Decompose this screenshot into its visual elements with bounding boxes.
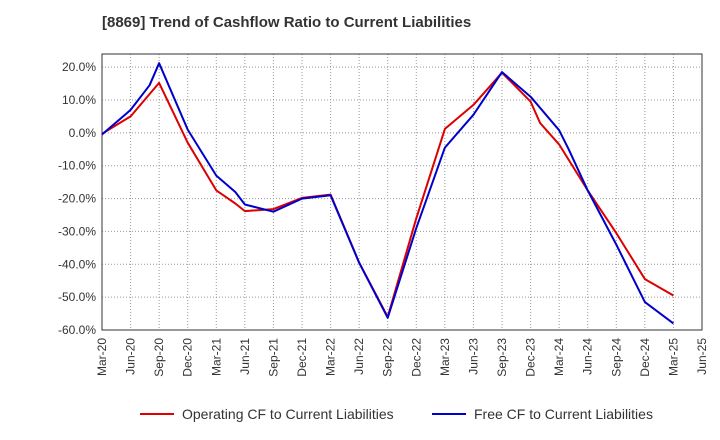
x-tick-label: Dec-24: [638, 338, 652, 377]
x-tick-label: Jun-23: [466, 338, 480, 375]
x-axis-ticks: Mar-20 Jun-20 Sep-20 Dec-20 Mar-21 Jun-21 Sep-…: [95, 338, 709, 377]
x-tick-label: Sep-21: [266, 338, 280, 377]
series-layer: [101, 62, 674, 325]
x-tick-label: Dec-20: [181, 338, 195, 377]
y-tick-label: 20.0%: [62, 60, 96, 74]
x-tick-label: Mar-21: [209, 338, 223, 376]
grid-layer: [101, 54, 703, 331]
x-tick-label: Mar-20: [95, 338, 109, 376]
y-tick-label: 10.0%: [62, 93, 96, 107]
y-axis-ticks: 20.0% 10.0% 0.0% -10.0% -20.0% -30.0% -40.0% -5…: [58, 60, 96, 337]
x-tick-label: Jun-25: [695, 338, 709, 375]
x-tick-label: Jun-20: [124, 338, 138, 375]
plot-area-border: [101, 53, 703, 331]
legend: Operating CF to Current Liabilities Free …: [140, 406, 653, 422]
series-line-free-cf: [101, 62, 674, 325]
x-tick-label: Sep-22: [381, 338, 395, 377]
x-tick-label: Dec-23: [524, 338, 538, 377]
x-tick-label: Sep-23: [495, 338, 509, 377]
y-tick-label: -20.0%: [58, 192, 96, 206]
y-tick-label: -60.0%: [58, 323, 96, 337]
x-tick-label: Dec-21: [295, 338, 309, 377]
y-tick-label: -50.0%: [58, 290, 96, 304]
x-tick-label: Sep-20: [152, 338, 166, 377]
y-tick-label: 0.0%: [69, 126, 97, 140]
x-tick-label: Mar-23: [438, 338, 452, 376]
x-tick-label: Dec-22: [409, 338, 423, 377]
x-tick-label: Jun-21: [238, 338, 252, 375]
x-tick-label: Mar-25: [666, 338, 680, 376]
y-tick-label: -40.0%: [58, 257, 96, 271]
x-tick-label: Mar-24: [552, 338, 566, 376]
x-tick-label: Jun-22: [352, 338, 366, 375]
y-tick-label: -30.0%: [58, 224, 96, 238]
x-tick-label: Jun-24: [581, 338, 595, 375]
legend-label: Operating CF to Current Liabilities: [182, 406, 394, 422]
series-line-operating-cf: [101, 71, 674, 318]
plot-frame: [101, 53, 703, 331]
x-tick-label: Mar-22: [324, 338, 338, 376]
legend-label: Free CF to Current Liabilities: [474, 406, 653, 422]
chart-title: [8869] Trend of Cashflow Ratio to Curren…: [102, 14, 472, 31]
x-tick-label: Sep-24: [609, 338, 623, 377]
y-tick-label: -10.0%: [58, 159, 96, 173]
